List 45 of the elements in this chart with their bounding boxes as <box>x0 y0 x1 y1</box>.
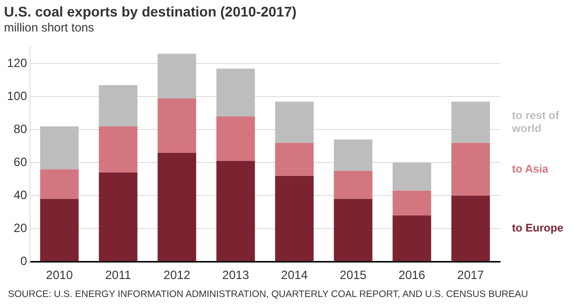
y-tick-label: 120 <box>6 56 28 70</box>
x-tick-label: 2010 <box>46 268 74 282</box>
y-tick-label: 60 <box>14 154 28 169</box>
bar <box>98 85 138 126</box>
bar <box>392 215 432 262</box>
text: to Europe <box>512 222 564 234</box>
y-tick-label: 80 <box>14 122 28 136</box>
x-tick-label: 2016 <box>398 268 426 282</box>
x-tick-label: 2013 <box>222 268 250 282</box>
bar <box>451 142 490 196</box>
bar <box>216 116 255 161</box>
bar <box>98 126 138 173</box>
bar <box>216 68 255 116</box>
bar <box>392 190 432 216</box>
bar <box>158 152 196 262</box>
bar <box>275 102 314 143</box>
bar <box>158 54 196 98</box>
bar <box>392 162 432 191</box>
bar <box>40 169 79 199</box>
chart-subtitle: million short tons <box>4 20 94 34</box>
y-tick-label: 20 <box>14 220 28 235</box>
source-note: SOURCE: U.S. ENERGY INFORMATION ADMINISTRATION, QUARTERLY COAL REPORT, AND U.S. CENSUS BUREAU <box>8 289 528 300</box>
y-tick-label: 100 <box>6 88 28 103</box>
y-tick-label: 0 <box>20 254 28 268</box>
bar <box>275 176 314 262</box>
bar <box>334 140 372 171</box>
bar <box>334 198 372 262</box>
bar <box>98 172 138 262</box>
bar <box>40 198 79 262</box>
text: to rest of world <box>511 110 560 135</box>
x-tick-label: 2012 <box>164 268 191 282</box>
x-tick-label: 2015 <box>340 268 367 282</box>
bar <box>334 170 372 199</box>
bar <box>216 160 255 262</box>
x-tick-label: 2017 <box>457 268 484 282</box>
x-tick-label: 2014 <box>281 268 308 282</box>
bar <box>451 102 490 143</box>
bar <box>451 196 490 262</box>
chart-title: U.S. coal exports by destination (2010-2017) <box>4 3 297 20</box>
y-tick-label: 40 <box>14 188 28 202</box>
text: to Asia <box>512 163 550 176</box>
bar <box>40 126 79 170</box>
x-tick-label: 2011 <box>105 268 132 282</box>
bar <box>158 98 196 153</box>
bar <box>275 142 314 176</box>
